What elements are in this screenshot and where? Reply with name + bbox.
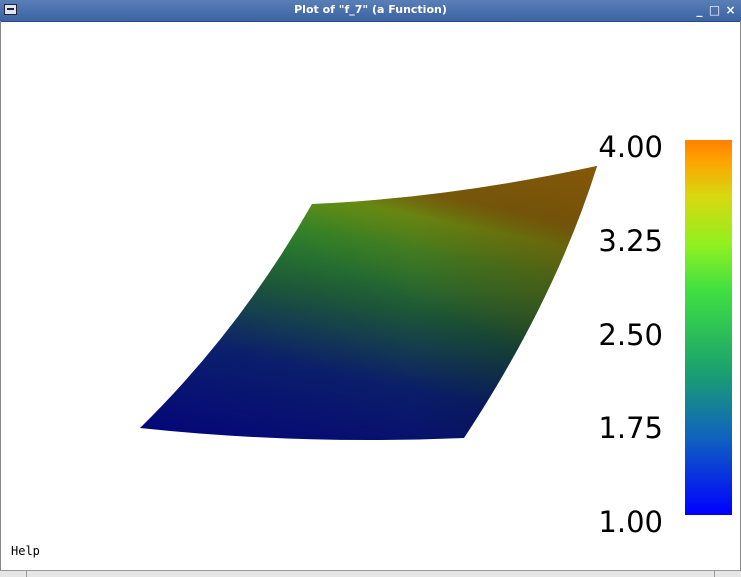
colorbar-tick-label: 2.50 — [598, 318, 663, 352]
status-divider — [714, 571, 715, 577]
colorbar — [685, 140, 732, 515]
colorbar-tick-label: 1.75 — [598, 411, 663, 445]
status-divider — [26, 571, 27, 577]
surface-corner-highlight — [140, 166, 597, 441]
maximize-icon[interactable]: □ — [708, 3, 721, 17]
window-titlebar[interactable]: Plot of "f_7" (a Function) _ □ × — [0, 0, 741, 22]
colorbar-tick-label: 1.00 — [598, 505, 663, 539]
help-link[interactable]: Help — [11, 544, 40, 558]
window-title: Plot of "f_7" (a Function) — [294, 3, 447, 16]
close-icon[interactable]: × — [725, 3, 736, 17]
colorbar-tick-label: 3.25 — [598, 224, 663, 258]
colorbar-tick-label: 4.00 — [598, 130, 663, 164]
window-menu-icon[interactable] — [4, 4, 17, 15]
status-bar — [0, 570, 741, 577]
minimize-icon[interactable]: _ — [696, 3, 703, 17]
